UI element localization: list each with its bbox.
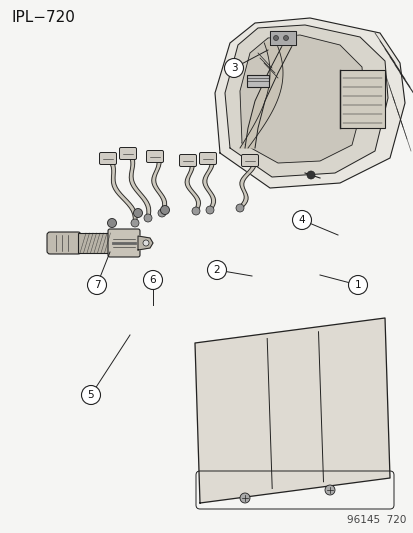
FancyBboxPatch shape	[78, 233, 110, 253]
Polygon shape	[185, 165, 200, 212]
Polygon shape	[110, 162, 137, 224]
Text: 3: 3	[230, 63, 237, 73]
FancyBboxPatch shape	[119, 148, 136, 159]
Text: 5: 5	[88, 390, 94, 400]
Text: 4: 4	[298, 215, 304, 225]
Text: 96145  720: 96145 720	[346, 515, 405, 525]
Circle shape	[235, 204, 243, 212]
Circle shape	[143, 271, 162, 289]
Circle shape	[306, 171, 314, 179]
Circle shape	[224, 59, 243, 77]
Circle shape	[292, 211, 311, 230]
Circle shape	[207, 261, 226, 279]
Text: 7: 7	[93, 280, 100, 290]
Circle shape	[283, 36, 288, 41]
Polygon shape	[138, 236, 153, 250]
Circle shape	[107, 219, 116, 228]
Circle shape	[273, 36, 278, 41]
FancyBboxPatch shape	[47, 232, 81, 254]
FancyBboxPatch shape	[99, 152, 116, 165]
Polygon shape	[202, 163, 215, 210]
FancyBboxPatch shape	[247, 75, 268, 87]
Text: 1: 1	[354, 280, 361, 290]
Polygon shape	[269, 31, 295, 45]
Polygon shape	[244, 46, 291, 148]
Circle shape	[144, 214, 152, 222]
Circle shape	[240, 493, 249, 503]
FancyBboxPatch shape	[179, 155, 196, 166]
Circle shape	[206, 206, 214, 214]
Text: 6: 6	[150, 275, 156, 285]
Polygon shape	[195, 318, 389, 503]
Circle shape	[81, 385, 100, 405]
FancyBboxPatch shape	[108, 229, 140, 257]
Circle shape	[158, 209, 166, 217]
Circle shape	[142, 240, 149, 246]
FancyBboxPatch shape	[199, 152, 216, 165]
Polygon shape	[151, 161, 166, 213]
Polygon shape	[240, 35, 363, 163]
FancyBboxPatch shape	[146, 150, 163, 163]
Circle shape	[160, 206, 169, 214]
Polygon shape	[237, 165, 255, 208]
Circle shape	[131, 219, 139, 227]
Polygon shape	[224, 25, 387, 177]
Circle shape	[87, 276, 106, 295]
Text: IPL−720: IPL−720	[12, 10, 76, 25]
Polygon shape	[129, 157, 150, 219]
FancyBboxPatch shape	[241, 155, 258, 166]
Polygon shape	[214, 18, 404, 188]
Circle shape	[348, 276, 367, 295]
Polygon shape	[240, 43, 282, 148]
FancyBboxPatch shape	[339, 70, 384, 128]
Text: 2: 2	[213, 265, 220, 275]
Circle shape	[192, 207, 199, 215]
Circle shape	[324, 485, 334, 495]
Circle shape	[133, 208, 142, 217]
